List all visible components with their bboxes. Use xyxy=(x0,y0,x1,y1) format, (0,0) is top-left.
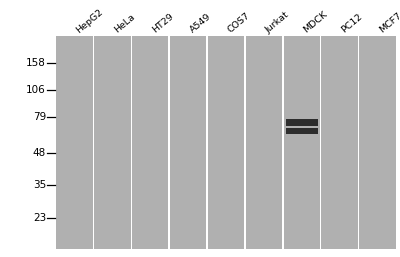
Bar xyxy=(56,36,93,249)
Bar xyxy=(320,36,322,249)
Bar xyxy=(244,36,246,249)
Bar xyxy=(359,36,396,249)
Bar xyxy=(282,36,284,249)
Bar xyxy=(56,36,396,249)
Bar xyxy=(93,36,94,249)
Bar xyxy=(132,36,168,249)
Bar xyxy=(168,36,170,249)
Bar xyxy=(322,36,358,249)
Text: HT29: HT29 xyxy=(150,12,175,35)
Text: MDCK: MDCK xyxy=(302,10,329,35)
Text: HepG2: HepG2 xyxy=(74,7,105,35)
Bar xyxy=(130,36,132,249)
Text: 48: 48 xyxy=(33,148,46,158)
Bar xyxy=(206,36,208,249)
Bar xyxy=(358,36,359,249)
Text: 35: 35 xyxy=(33,180,46,190)
Text: 79: 79 xyxy=(33,112,46,122)
Text: 106: 106 xyxy=(26,85,46,95)
Text: MCF7: MCF7 xyxy=(378,11,400,35)
Text: Jurkat: Jurkat xyxy=(264,10,291,35)
Text: PC12: PC12 xyxy=(340,12,364,35)
Bar xyxy=(208,36,244,249)
Bar xyxy=(170,36,206,249)
Text: 158: 158 xyxy=(26,58,46,68)
Bar xyxy=(286,128,318,134)
Bar xyxy=(246,36,282,249)
Bar xyxy=(94,36,130,249)
Text: A549: A549 xyxy=(188,12,213,35)
Bar xyxy=(284,36,320,249)
Bar xyxy=(286,119,318,126)
Text: 23: 23 xyxy=(33,213,46,223)
Text: HeLa: HeLa xyxy=(112,12,136,35)
Text: COS7: COS7 xyxy=(226,11,252,35)
